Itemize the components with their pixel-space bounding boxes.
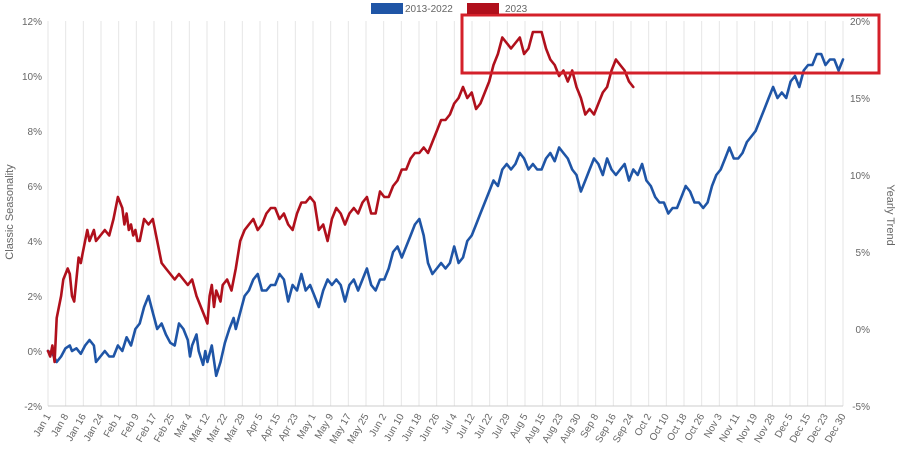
right-axis: -5% 0% 5% 10% 15% 20% xyxy=(850,17,870,413)
legend-label: 2013-2022 xyxy=(405,4,453,15)
series-line-current xyxy=(46,30,635,364)
y-axis-title-left: Classic Seasonality xyxy=(4,164,16,260)
y-tick-label-right: 20% xyxy=(850,17,870,28)
legend-swatch xyxy=(371,3,403,14)
y-axis-title-right: Yearly Trend xyxy=(884,184,896,245)
y-tick-label-right: 15% xyxy=(850,94,870,105)
y-tick-label-left: 4% xyxy=(28,237,43,248)
legend-swatch xyxy=(467,3,499,14)
y-tick-label-left: 8% xyxy=(28,127,43,138)
y-tick-label-left: 10% xyxy=(22,72,42,83)
legend: 2013-2022 2023 xyxy=(371,3,528,15)
y-tick-label-right: 5% xyxy=(856,248,871,259)
grid-layer xyxy=(47,21,844,406)
left-axis: -2% 0% 2% 4% 6% 8% 10% 12% xyxy=(22,17,42,413)
series-line-history xyxy=(46,52,845,378)
y-tick-label-right: -5% xyxy=(852,402,870,413)
y-tick-label-left: -2% xyxy=(24,402,42,413)
series-layer xyxy=(46,30,845,378)
y-tick-label-left: 2% xyxy=(28,292,43,303)
legend-label: 2023 xyxy=(505,4,528,15)
y-tick-label-left: 0% xyxy=(28,347,43,358)
y-tick-label-left: 12% xyxy=(22,17,42,28)
highlight-box xyxy=(460,13,881,75)
y-tick-label-right: 10% xyxy=(850,171,870,182)
y-tick-label-right: 0% xyxy=(856,325,871,336)
y-tick-label-left: 6% xyxy=(28,182,43,193)
